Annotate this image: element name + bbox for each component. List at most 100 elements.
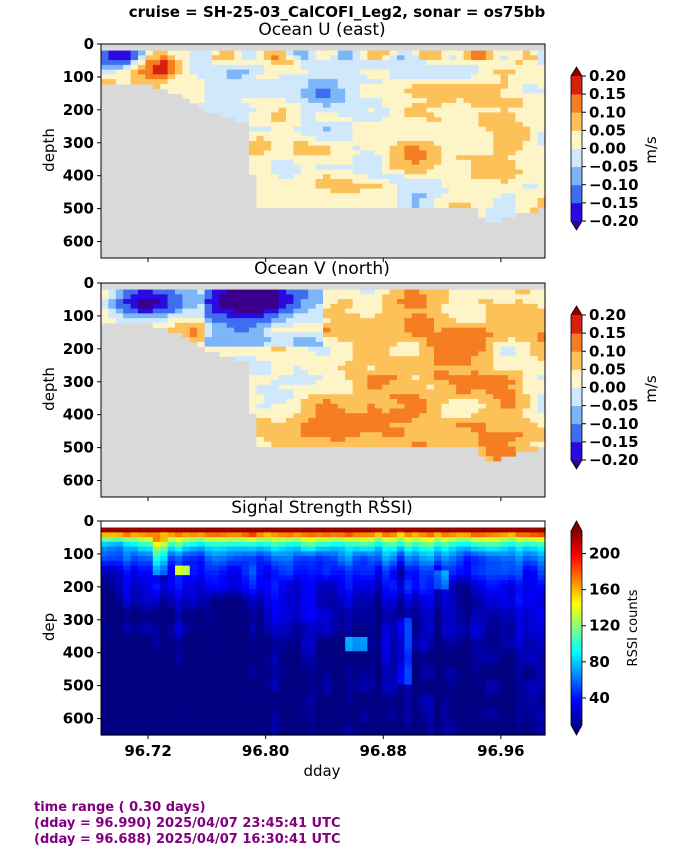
heatmap-cell: [152, 565, 161, 571]
heatmap-cell: [426, 299, 435, 305]
heatmap-cell: [108, 541, 117, 548]
heatmap-cell: [160, 594, 169, 600]
heatmap-cell: [352, 322, 361, 329]
heatmap-cell: [382, 394, 391, 400]
heatmap-cell: [448, 370, 457, 376]
heatmap-cell: [500, 318, 509, 324]
heatmap-cell: [101, 627, 109, 633]
heatmap-cell: [212, 337, 220, 343]
heatmap-cell: [160, 679, 169, 686]
heatmap-cell: [249, 107, 257, 114]
heatmap-cell: [241, 337, 250, 343]
heatmap-cell: [256, 289, 265, 295]
heatmap-cell: [108, 603, 117, 610]
heatmap-cell: [189, 632, 198, 638]
heatmap-cell: [485, 313, 494, 319]
colorbar-bin: [571, 315, 582, 334]
heatmap-cell: [478, 398, 487, 405]
heatmap-cell: [323, 732, 331, 736]
heatmap-cell: [152, 79, 161, 85]
heatmap-cell: [337, 394, 346, 400]
heatmap-cell: [241, 589, 250, 595]
heatmap-cell: [138, 589, 146, 595]
heatmap-cell: [286, 594, 294, 600]
heatmap-cell: [367, 679, 376, 686]
heatmap-cell: [219, 613, 228, 619]
heatmap-cell: [367, 375, 376, 381]
heatmap-cell: [337, 178, 346, 185]
heatmap-cell: [493, 375, 502, 381]
heatmap-cell: [426, 164, 435, 171]
heatmap-cell: [315, 589, 324, 595]
heatmap-cell: [263, 556, 272, 562]
heatmap-cell: [308, 69, 317, 75]
heatmap-cell: [101, 579, 109, 586]
heatmap-cell: [485, 318, 494, 324]
heatmap-cell: [271, 708, 280, 714]
heatmap-cell: [448, 432, 457, 438]
heatmap-cell: [485, 351, 494, 357]
heatmap-cell: [337, 112, 346, 118]
heatmap-cell: [286, 69, 294, 75]
heatmap-cell: [352, 299, 361, 305]
heatmap-cell: [330, 159, 339, 166]
heatmap-cell: [426, 370, 435, 376]
heatmap-cell: [271, 613, 280, 619]
heatmap-cell: [323, 708, 331, 714]
heatmap-cell: [175, 299, 183, 305]
heatmap-cell: [352, 356, 361, 362]
heatmap-cell: [249, 622, 257, 629]
heatmap-cell: [108, 660, 117, 667]
heatmap-cell: [234, 98, 243, 104]
heatmap-cell: [493, 178, 502, 185]
heatmap-cell: [397, 64, 405, 71]
heatmap-cell: [367, 88, 376, 94]
heatmap-cell: [515, 126, 524, 133]
heatmap-cell: [256, 679, 265, 686]
heatmap-cell: [360, 360, 368, 367]
heatmap-cell: [374, 422, 383, 429]
heatmap-cell: [219, 641, 228, 648]
heatmap-cell: [249, 698, 257, 705]
heatmap-cell: [197, 532, 206, 538]
heatmap-cell: [101, 689, 109, 695]
heatmap-cell: [426, 341, 435, 348]
heatmap-cell: [256, 356, 265, 362]
heatmap-cell: [219, 565, 228, 571]
colorbar-bin: [571, 202, 582, 222]
heatmap-cell: [263, 603, 272, 610]
heatmap-cell: [323, 722, 331, 728]
heatmap-cell: [426, 351, 435, 357]
heatmap-cell: [515, 174, 524, 180]
heatmap-cell: [352, 651, 361, 657]
heatmap-cell: [419, 60, 428, 66]
heatmap-cell: [522, 384, 531, 391]
heatmap-cell: [123, 703, 132, 709]
heatmap-cell: [485, 375, 494, 381]
heatmap-cell: [138, 294, 146, 300]
heatmap-cell: [382, 437, 391, 443]
heatmap-cell: [101, 622, 109, 629]
heatmap-cell: [537, 351, 546, 357]
heatmap-cell: [219, 584, 228, 591]
heatmap-cell: [404, 145, 413, 152]
heatmap-cell: [293, 112, 302, 118]
heatmap-cell: [123, 651, 132, 657]
heatmap-cell: [478, 432, 487, 438]
heatmap-cell: [101, 289, 109, 295]
heatmap-cell: [167, 632, 176, 638]
heatmap-cell: [345, 289, 354, 295]
heatmap-cell: [123, 50, 132, 56]
heatmap-cell: [330, 365, 339, 372]
heatmap-cell: [108, 689, 117, 695]
heatmap-cell: [456, 159, 465, 166]
heatmap-cell: [315, 437, 324, 443]
heatmap-ocean-u: [100, 43, 546, 259]
heatmap-cell: [219, 69, 228, 75]
heatmap-cell: [123, 313, 132, 319]
heatmap-cell: [286, 384, 294, 391]
heatmap-cell: [515, 398, 524, 405]
heatmap-cell: [389, 50, 398, 56]
heatmap-cell: [249, 394, 257, 400]
heatmap-cell: [219, 636, 228, 643]
